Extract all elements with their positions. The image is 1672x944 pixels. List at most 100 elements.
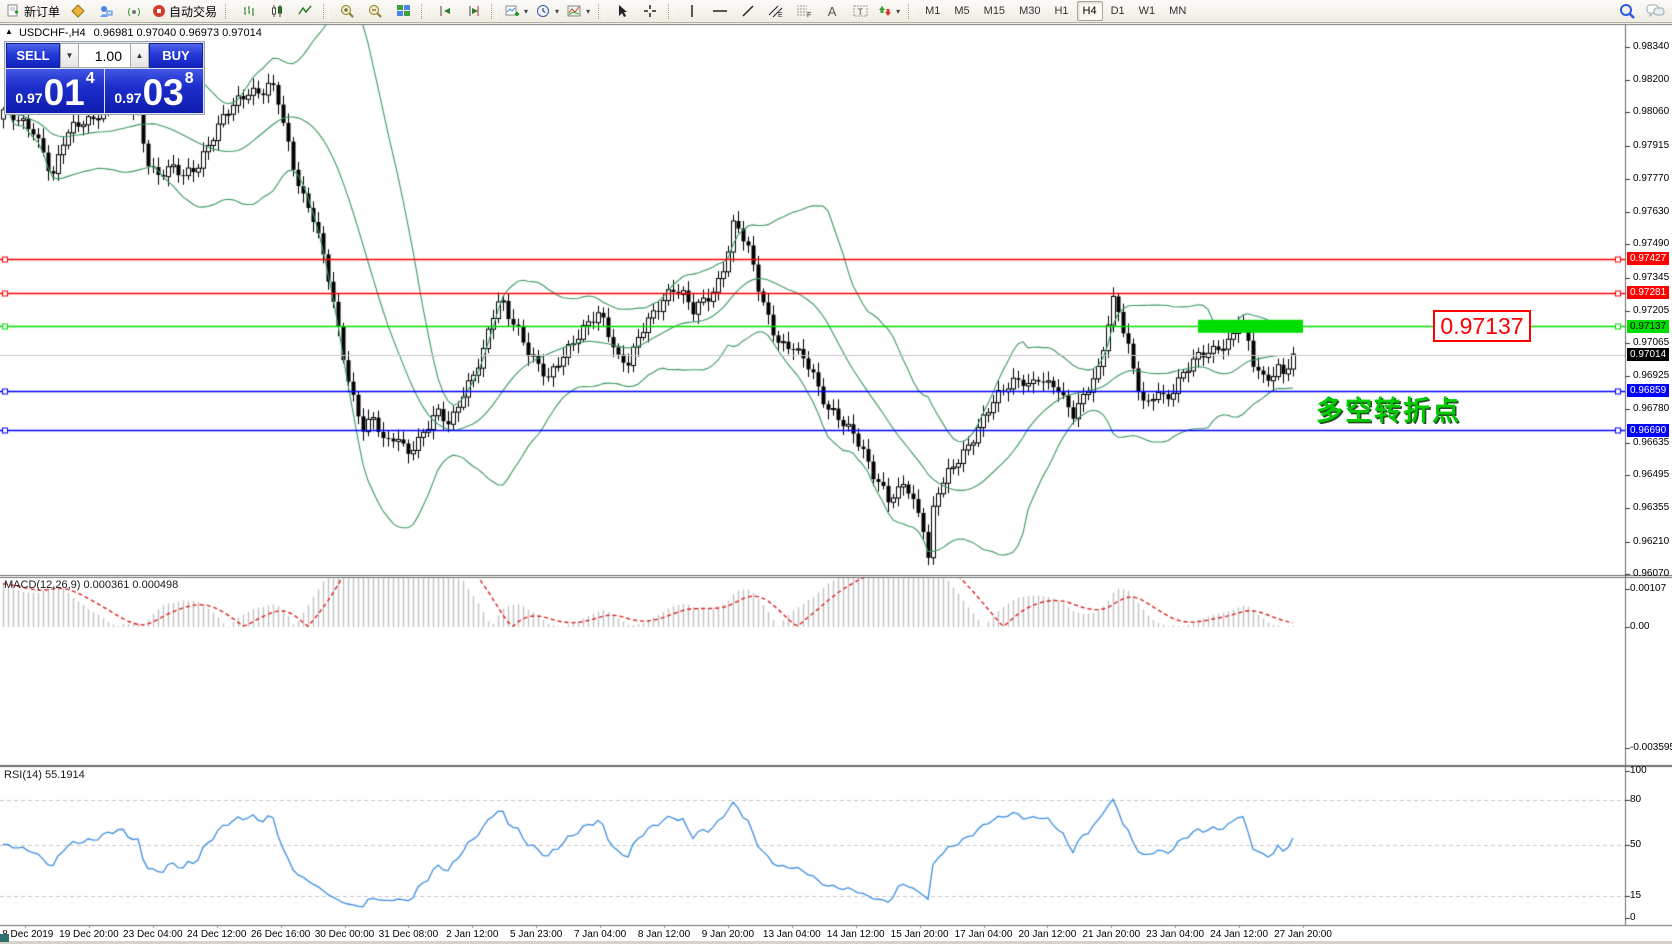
rsi-axis-tick: 100 xyxy=(1630,765,1647,776)
line-chart-icon xyxy=(298,4,312,18)
toolbar-grip xyxy=(225,3,232,19)
tile-windows-icon xyxy=(396,4,411,18)
volume-input[interactable]: 1.00 xyxy=(79,43,130,68)
timeframe-d1-button[interactable]: D1 xyxy=(1110,5,1125,17)
zoom-out-icon xyxy=(368,4,383,19)
new-chart-icon xyxy=(505,4,520,18)
time-axis-label: 23 Dec 04:00 xyxy=(123,929,183,940)
toolbar-grip xyxy=(668,3,675,19)
rsi-axis-tick: 50 xyxy=(1630,838,1642,850)
buy-price-sup: 8 xyxy=(184,70,194,87)
chat-icon xyxy=(1646,3,1665,19)
volume-decrease-button[interactable]: ▼ xyxy=(60,43,79,68)
crosshair-icon xyxy=(643,4,657,18)
sell-price-display[interactable]: 0.97 01 4 xyxy=(6,69,104,113)
hline-price-label[interactable]: 0.97281 xyxy=(1627,286,1670,300)
market-button[interactable] xyxy=(64,0,92,22)
text-tool-label: A xyxy=(827,3,837,19)
vertical-line-tool-button[interactable] xyxy=(678,0,706,22)
dropdown-caret-icon: ▾ xyxy=(586,6,591,16)
arrows-tool-button[interactable]: ▾ xyxy=(874,0,904,22)
line-chart-button[interactable] xyxy=(291,0,319,22)
price-axis-tick: 0.98060 xyxy=(1633,106,1670,117)
chart-shift-button[interactable] xyxy=(459,0,487,22)
bar-chart-button[interactable] xyxy=(235,0,263,22)
toolbar-grip xyxy=(323,3,330,19)
buy-price-display[interactable]: 0.97 03 8 xyxy=(105,69,203,113)
zoom-in-button[interactable] xyxy=(333,0,361,22)
time-axis-label: 20 Jan 12:00 xyxy=(1018,929,1077,940)
timeframe-m15-button[interactable]: M15 xyxy=(983,5,1006,17)
time-axis-label: 30 Dec 00:00 xyxy=(314,929,375,940)
timeframe-w1-button[interactable]: W1 xyxy=(1138,5,1156,17)
zoom-out-button[interactable] xyxy=(361,0,389,22)
candlestick-chart-button[interactable] xyxy=(263,0,291,22)
timeframe-h1-button[interactable]: H1 xyxy=(1054,5,1069,17)
community-button[interactable] xyxy=(92,0,120,22)
periods-button[interactable]: ▾ xyxy=(532,0,563,22)
rsi-label: RSI(14) 55.1914 xyxy=(4,769,85,781)
rsi-axis-tick: 80 xyxy=(1630,794,1642,806)
search-button[interactable] xyxy=(1613,0,1641,22)
signal-icon xyxy=(127,4,141,18)
hline-price-label[interactable]: 0.97137 xyxy=(1627,319,1670,333)
cursor-icon xyxy=(616,4,629,18)
timeframe-m5-button[interactable]: M5 xyxy=(954,5,970,17)
turning-point-annotation[interactable]: 多空转折点 xyxy=(1316,396,1461,426)
time-axis-label: 18 Dec 2019 xyxy=(0,929,54,940)
trendline-tool-button[interactable] xyxy=(734,0,762,22)
price-axis-tick: 0.97345 xyxy=(1633,271,1670,283)
chat-button[interactable] xyxy=(1641,0,1669,22)
price-callout-box[interactable]: 0.97137 xyxy=(1433,310,1531,342)
template-icon xyxy=(567,4,582,18)
signals-button[interactable] xyxy=(120,0,148,22)
buy-price-big: 03 xyxy=(142,72,184,113)
price-axis-tick: 0.96355 xyxy=(1633,501,1670,513)
volume-increase-button[interactable]: ▲ xyxy=(130,43,149,68)
tile-windows-button[interactable] xyxy=(389,0,417,22)
hline-price-label[interactable]: 0.96690 xyxy=(1627,423,1670,437)
cursor-tool-button[interactable] xyxy=(608,0,636,22)
svg-text:F: F xyxy=(807,12,811,18)
price-axis-tick: 0.96635 xyxy=(1633,436,1670,448)
new-chart-button[interactable]: ▾ xyxy=(501,0,532,22)
time-axis-label: 8 Jan 12:00 xyxy=(637,929,691,940)
macd-axis-tick: 0.00107 xyxy=(1630,583,1667,594)
dropdown-caret-icon: ▾ xyxy=(524,6,529,16)
crosshair-tool-button[interactable] xyxy=(636,0,664,22)
autotrading-icon xyxy=(152,4,166,18)
auto-scroll-button[interactable] xyxy=(431,0,459,22)
timeframe-mn-button[interactable]: MN xyxy=(1169,5,1187,17)
equidistant-channel-tool-button[interactable]: E xyxy=(762,0,790,22)
sell-price-prefix: 0.97 xyxy=(15,90,43,106)
horizontal-line-tool-button[interactable] xyxy=(706,0,734,22)
zoom-in-icon xyxy=(340,4,355,19)
chart-collapse-icon[interactable]: ▲ xyxy=(5,27,13,36)
timeframe-h4-button[interactable]: H4 xyxy=(1076,1,1103,21)
sell-button[interactable]: SELL xyxy=(6,43,60,68)
hline-price-label[interactable]: 0.97427 xyxy=(1627,252,1670,266)
templates-button[interactable]: ▾ xyxy=(563,0,594,22)
time-axis-label: 19 Dec 20:00 xyxy=(59,929,119,940)
main-toolbar: 新订单 自动交易 xyxy=(0,0,1672,23)
price-axis-tick: 0.97490 xyxy=(1633,238,1670,250)
autotrading-button[interactable]: 自动交易 xyxy=(148,0,221,22)
fibonacci-tool-button[interactable]: F xyxy=(790,0,818,22)
clock-icon xyxy=(536,4,551,19)
chart-title: ▲ USDCHF-,H4 0.96981 0.97040 0.96973 0.9… xyxy=(5,27,262,39)
text-tool-button[interactable]: A xyxy=(818,0,846,22)
rsi-axis-tick: 0 xyxy=(1630,912,1636,923)
buy-button[interactable]: BUY xyxy=(149,43,203,68)
community-icon xyxy=(99,4,113,18)
text-label-tool-button[interactable]: T xyxy=(846,0,874,22)
toolbar-grip xyxy=(491,3,498,19)
time-axis-label: 26 Dec 16:00 xyxy=(250,929,311,940)
timeframe-m1-button[interactable]: M1 xyxy=(925,5,941,17)
arrows-icon xyxy=(878,4,892,18)
timeframe-m30-button[interactable]: M30 xyxy=(1019,5,1041,17)
price-axis-tick: 0.97770 xyxy=(1633,173,1670,185)
hline-price-label[interactable]: 0.96859 xyxy=(1627,384,1670,398)
new-order-button[interactable]: 新订单 xyxy=(3,0,64,22)
